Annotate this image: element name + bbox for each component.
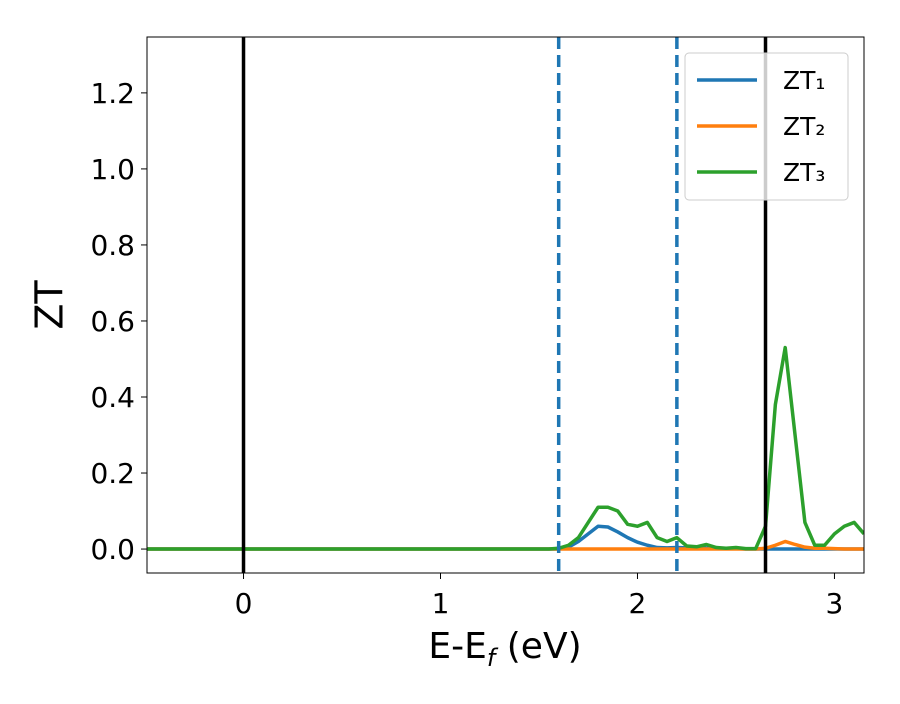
legend-box bbox=[684, 52, 849, 201]
x-tick-label: 0 bbox=[235, 587, 253, 620]
x-tick-label: 2 bbox=[629, 587, 647, 620]
legend: ZT₁ ZT₂ ZT₃ bbox=[684, 52, 849, 201]
y-tick-label: 0.0 bbox=[90, 533, 135, 566]
x-axis-label-part: E-E bbox=[428, 626, 486, 667]
y-tick-label: 1.0 bbox=[90, 153, 135, 186]
y-tick-label: 1.2 bbox=[90, 77, 135, 110]
y-tick-label: 0.6 bbox=[90, 305, 135, 338]
x-tick-label: 3 bbox=[826, 587, 844, 620]
legend-label: ZT₃ bbox=[783, 158, 825, 187]
legend-label: ZT₁ bbox=[783, 66, 825, 95]
x-tick-label: 1 bbox=[432, 587, 450, 620]
y-tick-label: 0.8 bbox=[90, 229, 135, 262]
legend-label: ZT₂ bbox=[783, 112, 825, 141]
y-tick-label: 0.2 bbox=[90, 457, 135, 490]
y-tick-label: 0.4 bbox=[90, 381, 135, 414]
x-axis-label-part: (eV) bbox=[495, 626, 581, 667]
y-axis-label: ZT bbox=[28, 280, 72, 330]
x-axis-label: E-Ef (eV) bbox=[428, 626, 581, 672]
plot-frame bbox=[146, 36, 865, 574]
